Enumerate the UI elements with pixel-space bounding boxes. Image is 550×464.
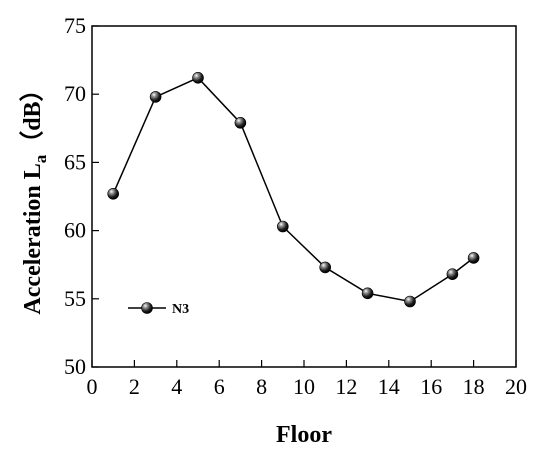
legend-marker bbox=[141, 302, 153, 314]
x-axis-title: Floor bbox=[276, 422, 332, 448]
y-tick-label: 65 bbox=[64, 149, 86, 174]
data-point bbox=[234, 117, 247, 129]
data-point bbox=[446, 268, 459, 281]
y-axis-title-subscript: a bbox=[31, 154, 50, 163]
legend-label: N3 bbox=[172, 302, 189, 317]
data-point bbox=[107, 188, 119, 200]
x-tick-label: 10 bbox=[293, 374, 315, 399]
series-layer bbox=[107, 72, 480, 308]
y-axis-title: Acceleration La（dB） bbox=[19, 77, 50, 314]
data-point bbox=[276, 220, 289, 233]
x-tick-label: 16 bbox=[420, 374, 442, 399]
x-tick-label: 0 bbox=[87, 374, 98, 399]
x-tick-label: 18 bbox=[463, 374, 485, 399]
data-point bbox=[361, 287, 374, 300]
x-tick-label: 20 bbox=[505, 374, 527, 399]
y-tick-label: 70 bbox=[64, 81, 86, 106]
y-tick-label: 55 bbox=[64, 286, 86, 311]
plot-frame bbox=[91, 25, 517, 368]
y-tick-label: 50 bbox=[64, 354, 86, 379]
y-tick-label: 60 bbox=[64, 218, 86, 243]
y-axis-ticks: 50 55 60 65 70 75 bbox=[64, 13, 99, 379]
data-point bbox=[467, 252, 480, 264]
data-point bbox=[404, 295, 416, 308]
y-tick-label: 75 bbox=[64, 13, 86, 38]
x-tick-label: 6 bbox=[214, 374, 225, 399]
x-axis-ticks: 0 2 4 6 8 10 12 14 16 18 20 bbox=[87, 360, 527, 399]
data-point bbox=[192, 72, 204, 84]
data-point bbox=[149, 91, 162, 103]
x-tick-label: 14 bbox=[378, 374, 400, 399]
legend: N3 bbox=[128, 302, 189, 317]
data-point bbox=[319, 261, 332, 274]
y-axis-title-main: Acceleration L bbox=[20, 163, 46, 314]
series-line bbox=[112, 76, 475, 303]
x-tick-label: 8 bbox=[256, 374, 267, 399]
y-axis-title-unit: （dB） bbox=[19, 77, 46, 154]
x-tick-label: 12 bbox=[335, 374, 357, 399]
x-tick-label: 4 bbox=[171, 374, 182, 399]
x-tick-label: 2 bbox=[129, 374, 140, 399]
